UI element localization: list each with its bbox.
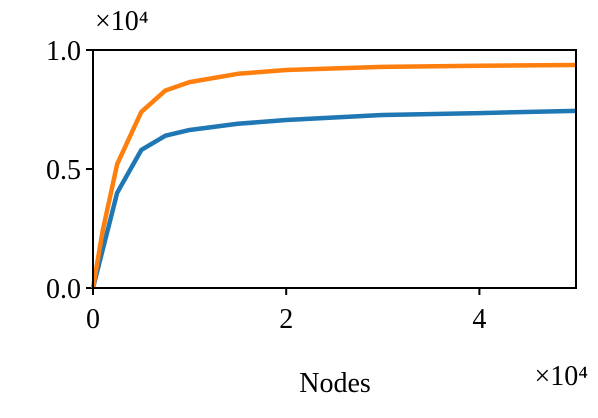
x-offset-label: ×10⁴ [534,361,588,392]
y-tick-label: 0.5 [46,155,81,186]
x-axis-label: Nodes [299,368,371,399]
data-line [90,62,577,289]
x-tick-label: 2 [279,304,293,335]
data-line [90,108,577,289]
y-offset-label: ×10⁴ [95,6,149,37]
y-tick-label: 0.0 [46,274,81,305]
x-tick-label: 4 [472,304,486,335]
y-tick-label: 1.0 [46,36,81,67]
plot-frame [92,49,577,289]
x-tick-label: 0 [86,304,100,335]
